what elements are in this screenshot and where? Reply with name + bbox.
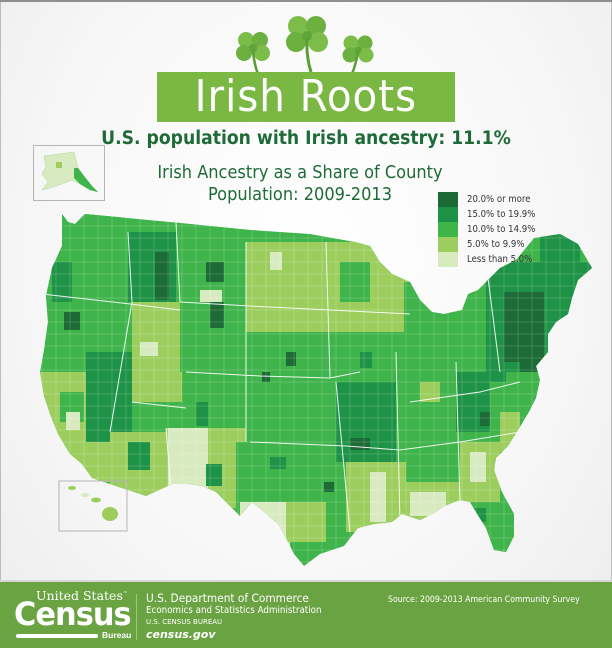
census-gov-link[interactable]: census.gov: [146, 628, 216, 641]
legend-item: 15.0% to 19.9%: [438, 207, 543, 222]
legend-swatch: [438, 252, 458, 267]
bureau-name: U.S. CENSUS BUREAU: [146, 618, 223, 626]
source-note: Source: 2009-2013 American Community Sur…: [388, 595, 580, 605]
alaska-inset: [33, 145, 105, 201]
title-banner: Irish Roots: [157, 72, 455, 122]
map-legend: 20.0% or more 15.0% to 19.9% 10.0% to 14…: [438, 192, 543, 267]
alaska-map: [41, 151, 99, 193]
shamrock-icon: [286, 16, 328, 72]
hawaii-inset: [58, 480, 128, 532]
legend-label: 15.0% to 19.9%: [467, 209, 536, 220]
shamrock-decoration: [228, 10, 388, 74]
legend-swatch: [438, 237, 458, 252]
footer-divider: [136, 594, 137, 640]
legend-swatch: [438, 207, 458, 222]
page-title: Irish Roots: [194, 71, 418, 122]
subtitle-line-1: Irish Ancestry as a Share of County: [157, 162, 443, 183]
department-info: U.S. Department of Commerce Economics an…: [146, 591, 337, 641]
legend-item: Less than 5.0%: [438, 252, 543, 267]
footer: United States™ Census Bureau U.S. Depart…: [0, 580, 612, 648]
legend-swatch: [438, 192, 458, 207]
legend-label: 5.0% to 9.9%: [467, 239, 525, 250]
legend-item: 20.0% or more: [438, 192, 543, 207]
shamrock-icon: [236, 32, 270, 74]
us-county-map: [32, 144, 592, 566]
choropleth-map: [0, 144, 612, 574]
shamrock-icon: [342, 35, 374, 74]
map-subtitle: Irish Ancestry as a Share of County Popu…: [138, 162, 462, 206]
esa-name: Economics and Statistics Administration: [146, 605, 322, 616]
dept-name: U.S. Department of Commerce: [146, 591, 309, 605]
legend-item: 5.0% to 9.9%: [438, 237, 543, 252]
logo-bureau: Bureau: [102, 630, 132, 640]
subtitle-line-2: Population: 2009-2013: [207, 184, 393, 205]
logo-census-wordmark: Census: [14, 595, 132, 633]
legend-label: Less than 5.0%: [467, 254, 533, 265]
legend-item: 10.0% to 14.9%: [438, 222, 543, 237]
legend-swatch: [438, 222, 458, 237]
logo-united-states: United States™: [36, 588, 128, 603]
logo-bar: [16, 634, 98, 638]
headline: U.S. population with Irish ancestry: 11.…: [101, 128, 511, 149]
census-logo[interactable]: United States™ Census Bureau: [14, 588, 132, 646]
legend-label: 20.0% or more: [467, 194, 531, 205]
legend-label: 10.0% to 14.9%: [467, 224, 536, 235]
